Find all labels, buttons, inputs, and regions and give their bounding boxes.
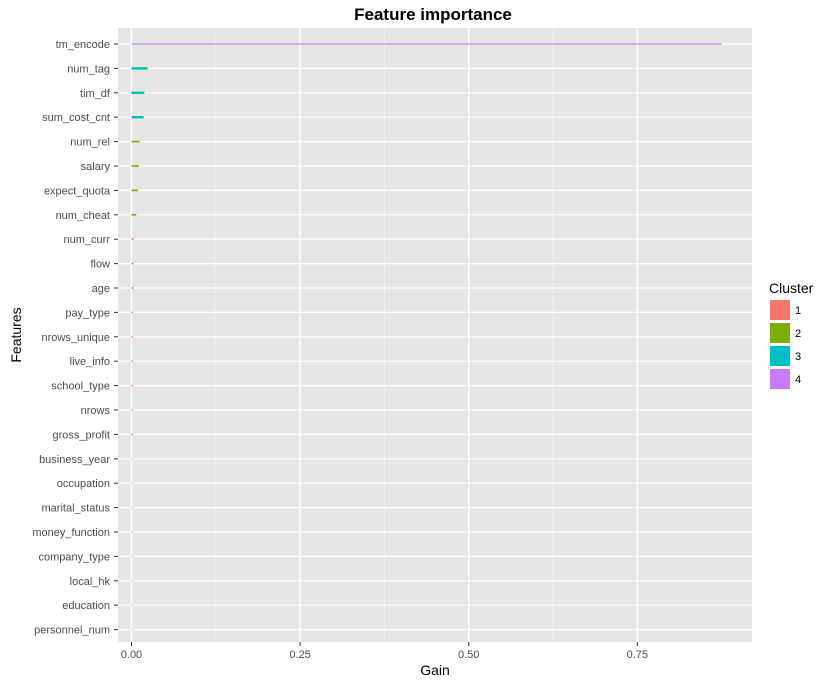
bar-education [131,604,133,606]
y-tick-label: school_type [51,381,110,393]
y-tick-label: business_year [39,454,110,466]
y-tick-labels: tm_encode num_tag tim_df sum_cost_cnt num_re… [32,39,118,637]
y-tick-label: num_cheat [56,210,110,222]
y-tick-label: num_tag [67,63,110,75]
legend-title: Cluster [769,280,814,296]
legend-label-3: 3 [795,351,801,363]
bar-personnel-num [131,628,133,631]
y-tick-label: num_curr [64,234,111,246]
bar-marital-status [131,506,133,509]
y-tick-label: money_function [32,527,110,539]
bar-money-function [131,531,133,533]
bar-expect-quota [131,189,139,192]
legend-key-4 [770,369,790,389]
y-tick-label: local_hk [70,576,111,588]
x-axis-title: Gain [420,662,450,678]
legend-key-2 [770,323,790,343]
y-tick-label: expect_quota [44,185,111,197]
y-tick-label: salary [81,161,111,173]
y-tick-label: tm_encode [56,39,110,51]
bar-pay-type [131,311,133,314]
bar-company-type [131,555,133,558]
bar-live-info [131,360,133,362]
bar-tm-encode [131,43,722,45]
bar-business-year [131,458,133,460]
legend-label-2: 2 [795,328,801,340]
y-tick-label: age [92,283,110,295]
x-tick-label: 0.75 [627,649,648,661]
y-tick-label: personnel_num [34,625,110,637]
y-tick-label: pay_type [65,307,110,319]
bar-gross-profit [131,433,133,436]
bar-num-tag [131,67,148,70]
x-tick-labels: 0.00 0.25 0.50 0.75 [121,642,648,661]
bar-age [131,287,134,289]
y-tick-label: flow [90,259,110,271]
bar-occupation [131,482,133,484]
plot-panel [118,28,752,642]
bar-school-type [131,384,133,387]
bar-tim-df [131,91,145,94]
y-tick-label: occupation [57,478,110,490]
y-tick-label: nrows_unique [42,332,111,344]
y-tick-label: nrows [81,405,111,417]
bar-num-curr [131,238,134,240]
y-tick-label: gross_profit [53,429,110,441]
y-tick-label: company_type [38,551,110,563]
bar-nrows [131,409,133,411]
bar-sum-cost-cnt [131,116,144,119]
bar-flow [131,262,134,265]
x-tick-label: 0.25 [289,649,310,661]
bar-num-rel [131,140,140,143]
y-axis-title: Features [8,307,24,362]
y-tick-label: marital_status [42,503,111,515]
chart-title: Feature importance [354,5,512,24]
bar-num-cheat [131,214,137,216]
y-tick-label: tim_df [80,88,111,100]
y-tick-label: live_info [70,356,110,368]
bar-local-hk [131,580,133,582]
x-tick-label: 0.00 [121,649,142,661]
legend: Cluster 1 2 3 4 [769,280,814,389]
bars [131,43,722,631]
y-tick-label: sum_cost_cnt [42,112,110,124]
legend-label-1: 1 [795,305,801,317]
legend-key-1 [770,300,790,320]
legend-label-4: 4 [795,374,801,386]
bar-nrows-unique [131,336,133,338]
x-tick-label: 0.50 [458,649,479,661]
grid-lines [118,28,752,642]
legend-key-3 [770,346,790,366]
y-tick-label: education [62,600,110,612]
bar-salary [131,165,139,167]
y-tick-label: num_rel [70,137,110,149]
